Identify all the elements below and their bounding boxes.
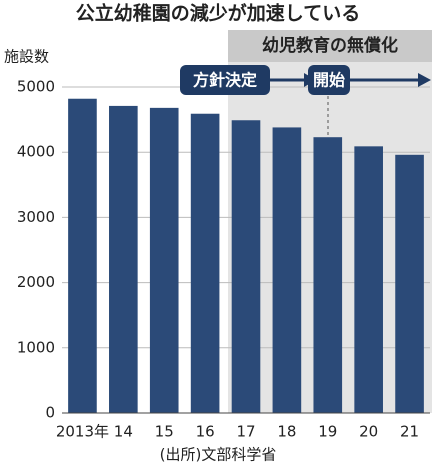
x-tick-label: 14 (114, 423, 133, 441)
bar (109, 105, 138, 414)
x-tick-label: 19 (318, 423, 337, 441)
y-tick-label: 3000 (17, 208, 55, 226)
bar (190, 113, 220, 414)
y-tick-label: 5000 (17, 78, 55, 96)
x-tick-label: 16 (196, 423, 215, 441)
x-tick-label: 21 (400, 423, 419, 441)
bar (272, 127, 302, 413)
period-header (228, 30, 432, 62)
policy-label: 方針決定 (193, 71, 257, 90)
start-label: 開始 (313, 71, 345, 90)
bar (149, 107, 179, 413)
arrow-head (418, 73, 431, 87)
x-tick-label: 20 (359, 423, 378, 441)
label-box (308, 65, 350, 95)
y-axis-label: 施設数 (4, 48, 49, 66)
bar (354, 146, 383, 413)
chart-title: 公立幼稚園の減少が加速している (76, 2, 360, 25)
x-tick-label: 15 (155, 423, 174, 441)
y-tick-label: 4000 (17, 143, 55, 161)
bar (231, 120, 261, 413)
x-tick-label: 17 (236, 423, 255, 441)
y-tick-label: 0 (45, 404, 55, 422)
label-box (180, 65, 270, 95)
source: (出所)文部科学省 (160, 446, 277, 464)
period-label: 幼児教育の無償化 (262, 35, 398, 56)
x-tick-label: 18 (277, 423, 296, 441)
bar (313, 137, 343, 414)
bar (395, 154, 424, 414)
y-tick-label: 1000 (17, 338, 55, 356)
bar (68, 98, 97, 414)
x-tick-label: 2013年 (56, 423, 109, 441)
y-tick-label: 2000 (17, 273, 55, 291)
